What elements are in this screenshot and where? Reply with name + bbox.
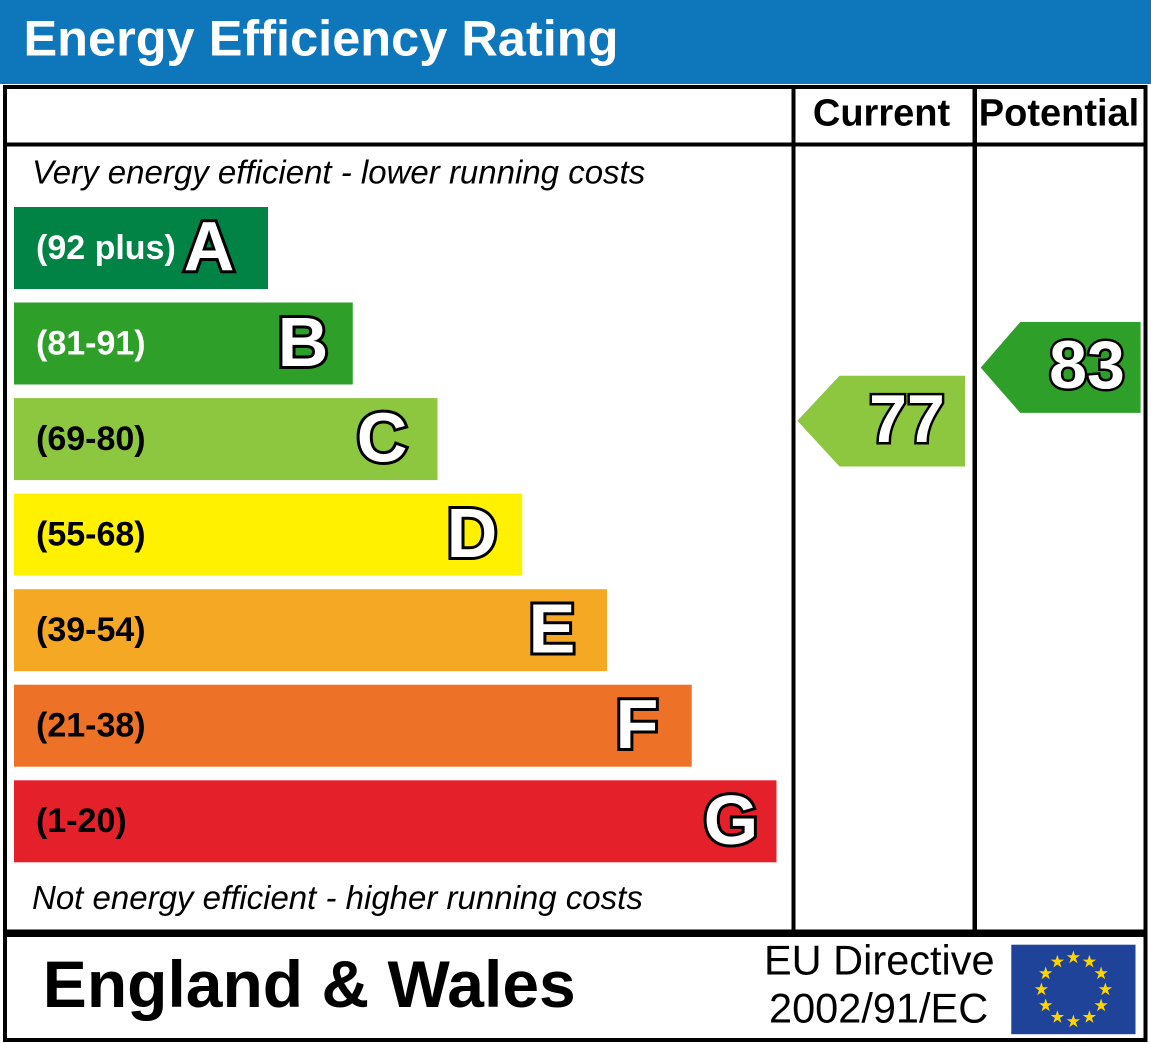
svg-text:77: 77 — [869, 381, 945, 457]
svg-text:Very energy efficient - lower: Very energy efficient - lower running co… — [32, 154, 645, 191]
svg-text:(81-91): (81-91) — [36, 324, 146, 362]
svg-text:C: C — [357, 399, 408, 477]
svg-text:2002/91/EC: 2002/91/EC — [769, 985, 988, 1032]
svg-text:83: 83 — [1049, 327, 1125, 403]
svg-text:(92 plus): (92 plus) — [36, 229, 176, 267]
svg-text:E: E — [529, 590, 576, 668]
svg-text:Energy Efficiency Rating: Energy Efficiency Rating — [24, 10, 619, 67]
svg-text:Current: Current — [813, 92, 951, 134]
svg-text:(21-38): (21-38) — [36, 707, 146, 745]
svg-text:(69-80): (69-80) — [36, 420, 146, 458]
svg-text:(39-54): (39-54) — [36, 611, 146, 649]
svg-text:B: B — [278, 303, 329, 381]
svg-text:D: D — [447, 494, 498, 572]
svg-text:(1-20): (1-20) — [36, 802, 127, 840]
svg-text:F: F — [616, 685, 659, 763]
svg-text:EU Directive: EU Directive — [764, 937, 995, 984]
svg-text:Potential: Potential — [979, 92, 1139, 134]
svg-text:A: A — [184, 208, 235, 286]
svg-text:Not energy efficient - higher: Not energy efficient - higher running co… — [32, 879, 643, 916]
svg-text:G: G — [704, 781, 758, 859]
svg-text:England & Wales: England & Wales — [43, 947, 576, 1021]
svg-text:(55-68): (55-68) — [36, 515, 146, 553]
